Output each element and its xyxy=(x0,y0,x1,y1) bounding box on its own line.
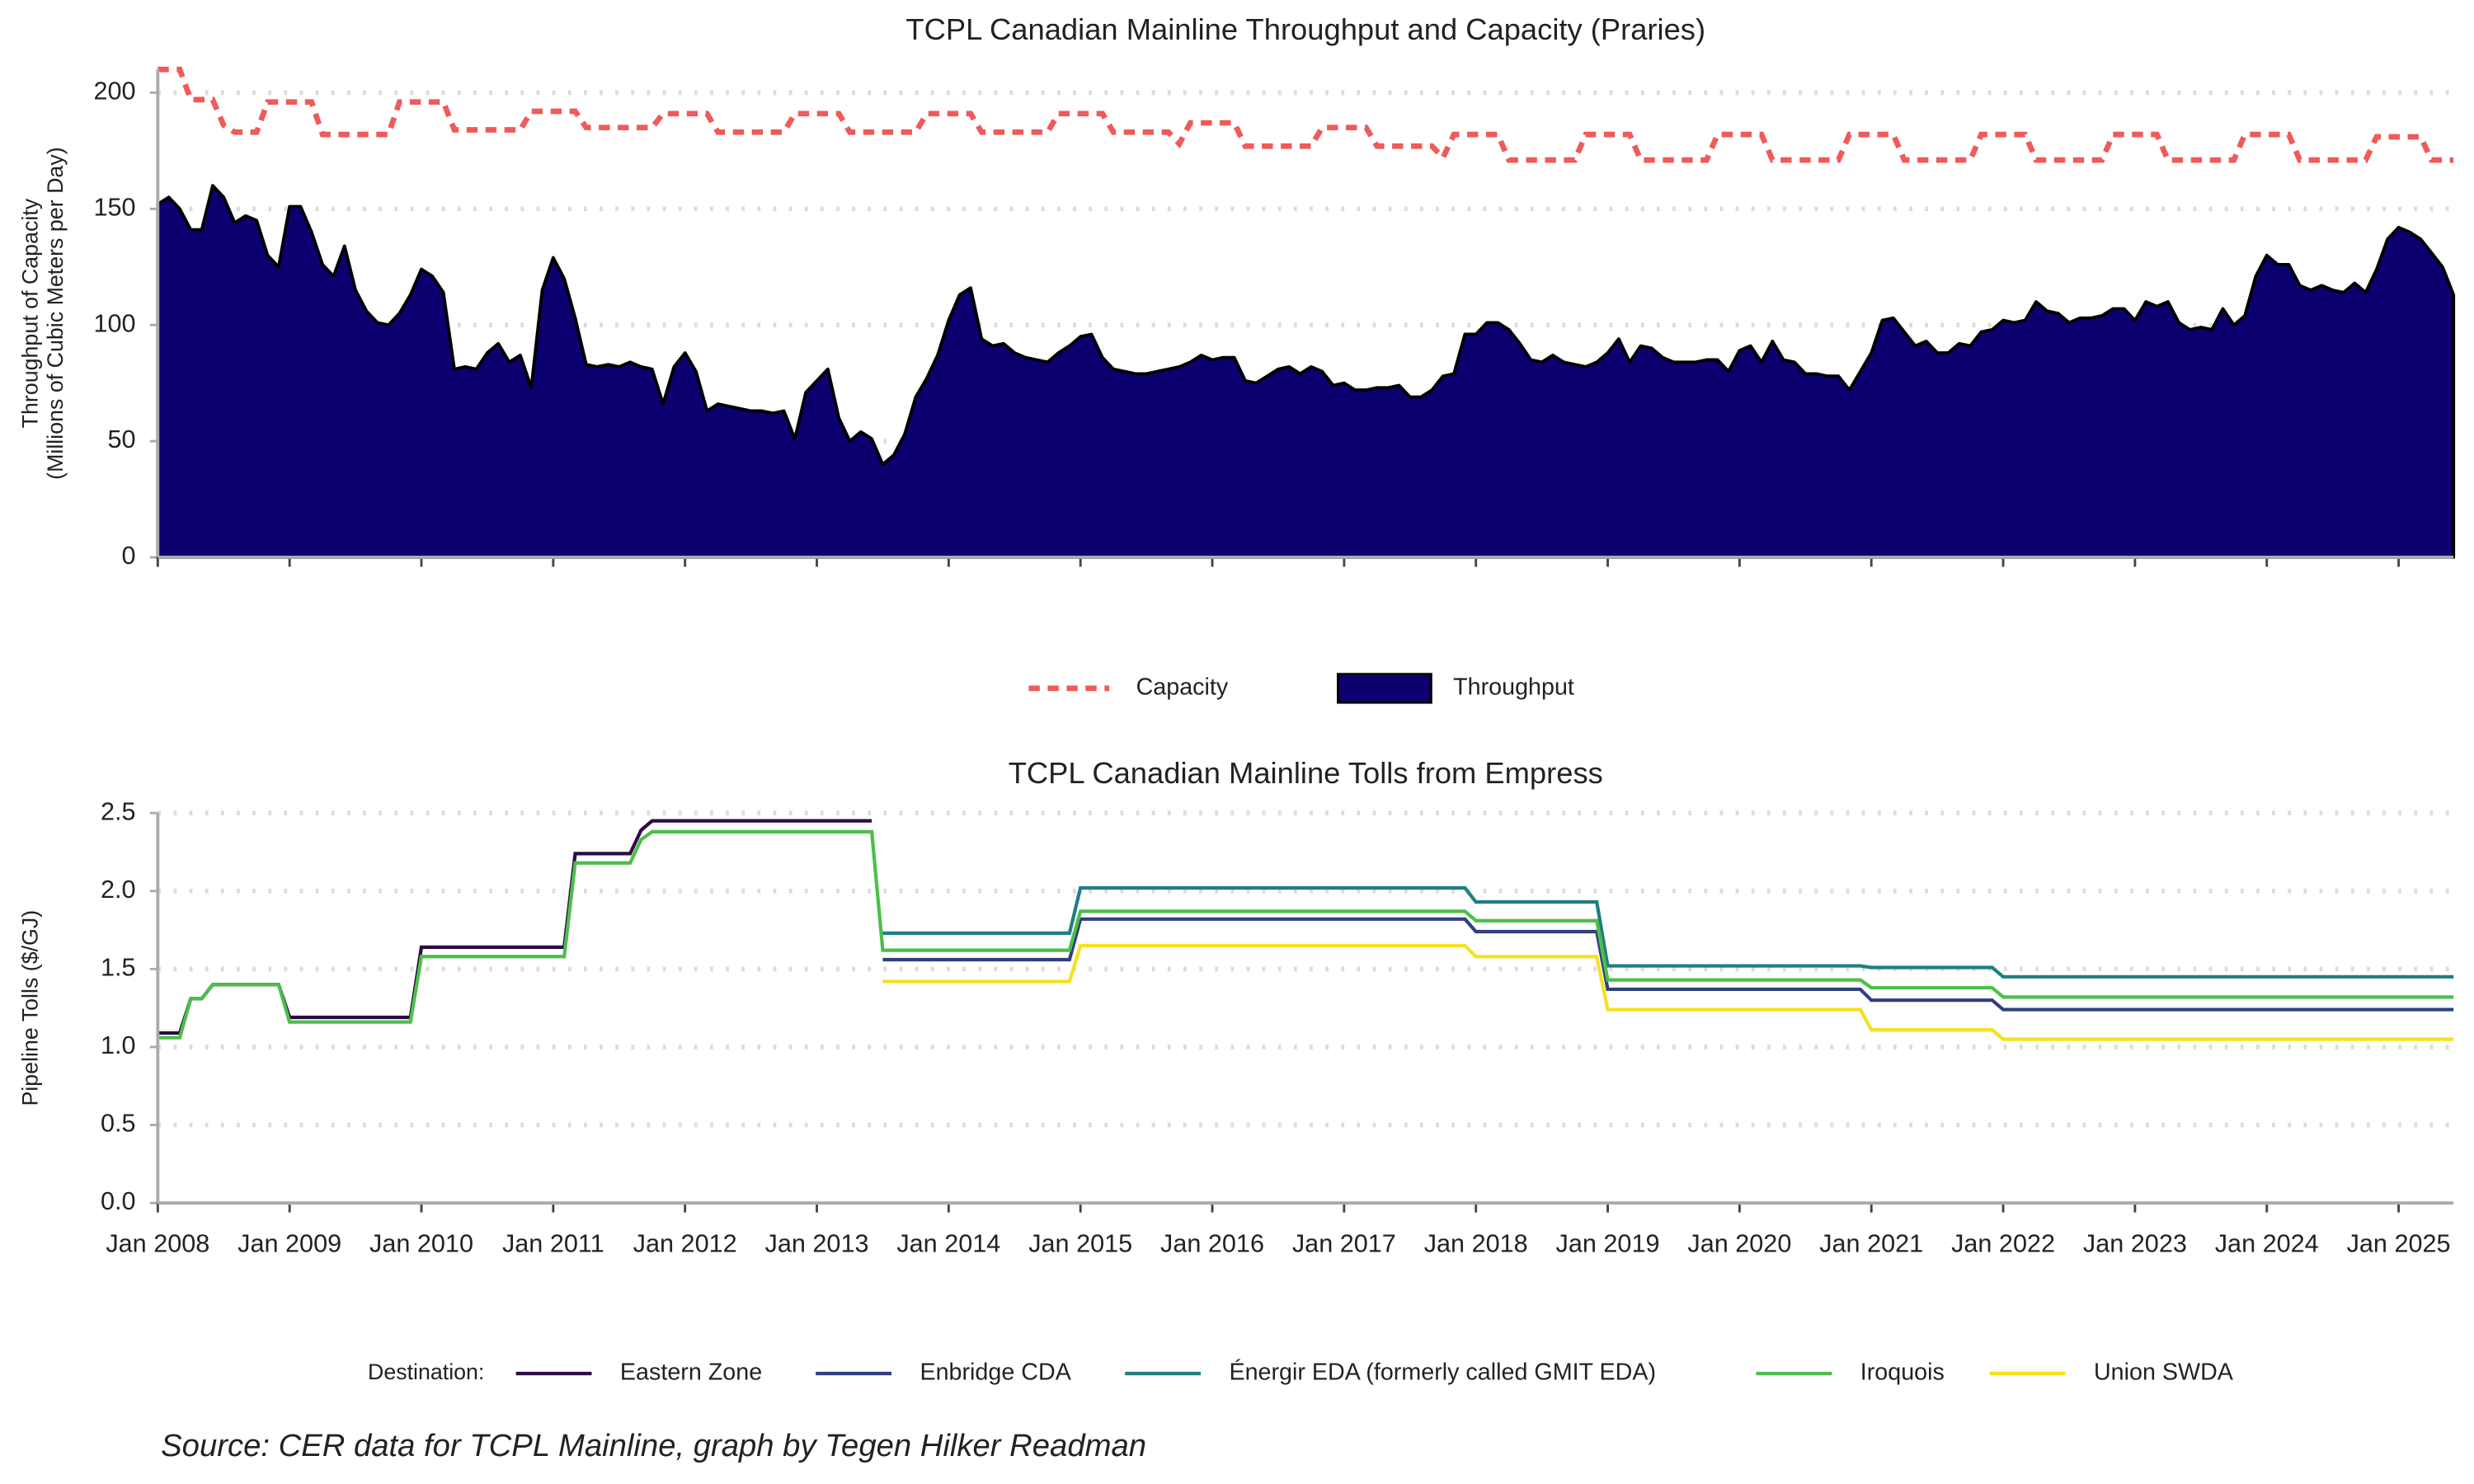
line xyxy=(158,819,872,1036)
legend-title: Destination: xyxy=(368,1360,484,1384)
x-tick-label: Jan 2019 xyxy=(1555,1231,1660,1259)
x-tick-label: Jan 2015 xyxy=(1028,1231,1133,1259)
line xyxy=(882,943,2454,1041)
x-tick-label: Jan 2018 xyxy=(1423,1231,1528,1259)
y-tick-label: 100 xyxy=(93,309,135,337)
y-axis-label: Throughput of Capacity xyxy=(17,198,42,428)
y-tick-label: 1.5 xyxy=(101,953,136,981)
legend-label: Eastern Zone xyxy=(620,1360,762,1386)
y-tick-label: 1.0 xyxy=(101,1031,136,1059)
x-tick-label: Jan 2010 xyxy=(369,1231,473,1259)
legend-label: Union SWDA xyxy=(2094,1360,2234,1386)
legend-label: Throughput xyxy=(1453,674,1574,700)
x-tick-label: Jan 2011 xyxy=(501,1231,604,1259)
caption: Source: CER data for TCPL Mainline, grap… xyxy=(161,1428,1146,1463)
line xyxy=(882,885,2454,979)
x-tick-label: Jan 2017 xyxy=(1291,1231,1396,1259)
y-tick-label: 200 xyxy=(93,77,135,106)
line xyxy=(158,66,2454,163)
legend-label: Énergir EDA (formerly called GMIT EDA) xyxy=(1229,1359,1656,1386)
y-tick-label: 50 xyxy=(107,425,135,453)
legend-swatch xyxy=(1337,673,1432,704)
x-tick-label: Jan 2024 xyxy=(2214,1231,2319,1259)
x-tick-label: Jan 2022 xyxy=(1951,1231,2056,1259)
y-tick-label: 0.0 xyxy=(101,1187,136,1215)
legend-label: Capacity xyxy=(1136,674,1229,700)
legend-label: Iroquois xyxy=(1860,1360,1945,1386)
x-tick-label: Jan 2008 xyxy=(106,1231,210,1259)
chart-title: TCPL Canadian Mainline Tolls from Empres… xyxy=(1009,756,1603,790)
y-tick-label: 0 xyxy=(122,542,136,570)
y-axis-label: (Millions of Cubic Meters per Day) xyxy=(43,147,68,479)
chart-title: TCPL Canadian Mainline Throughput and Ca… xyxy=(905,12,1705,46)
x-tick-label: Jan 2020 xyxy=(1687,1231,1792,1259)
line xyxy=(882,917,2454,1012)
area xyxy=(156,184,2456,559)
x-tick-label: Jan 2013 xyxy=(764,1231,869,1259)
x-tick-label: Jan 2025 xyxy=(2346,1231,2451,1259)
x-tick-label: Jan 2016 xyxy=(1160,1231,1265,1259)
x-tick-label: Jan 2023 xyxy=(2082,1231,2187,1259)
x-tick-label: Jan 2014 xyxy=(896,1231,1001,1259)
y-tick-label: 150 xyxy=(93,193,135,221)
y-tick-label: 2.0 xyxy=(101,876,136,904)
x-tick-label: Jan 2021 xyxy=(1819,1231,1924,1259)
y-tick-label: 0.5 xyxy=(101,1110,136,1138)
y-axis-label: Pipeline Tolls ($/GJ) xyxy=(17,910,42,1106)
legend-label: Enbridge CDA xyxy=(920,1360,1071,1386)
y-tick-label: 2.5 xyxy=(101,797,136,825)
x-tick-label: Jan 2012 xyxy=(633,1231,737,1259)
x-tick-label: Jan 2009 xyxy=(238,1231,342,1259)
line xyxy=(158,829,2454,1040)
